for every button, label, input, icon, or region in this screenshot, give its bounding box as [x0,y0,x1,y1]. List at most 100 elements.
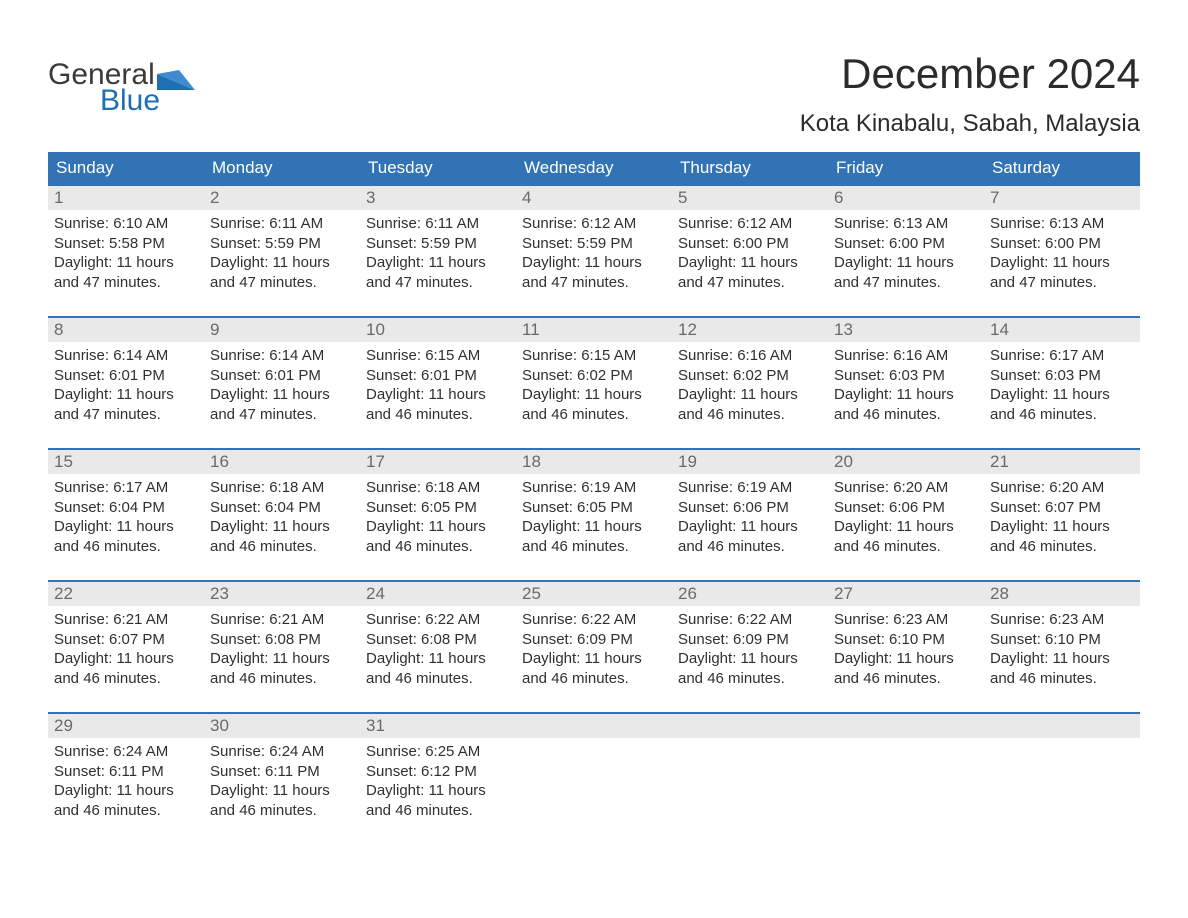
d1-text: Daylight: 11 hours [834,385,978,405]
day-header: Friday [828,152,984,184]
day-cell [672,738,828,822]
sunrise-text: Sunrise: 6:13 AM [990,214,1134,234]
sunrise-text: Sunrise: 6:24 AM [54,742,198,762]
sunset-text: Sunset: 6:11 PM [210,762,354,782]
d2-text: and 46 minutes. [54,537,198,557]
day-cell: Sunrise: 6:21 AMSunset: 6:08 PMDaylight:… [204,606,360,690]
day-cell [828,738,984,822]
day-number: 1 [48,186,204,210]
d2-text: and 47 minutes. [522,273,666,293]
day-cell: Sunrise: 6:12 AMSunset: 6:00 PMDaylight:… [672,210,828,294]
day-number: 22 [48,582,204,606]
day-number: 4 [516,186,672,210]
day-number: 15 [48,450,204,474]
day-cell: Sunrise: 6:13 AMSunset: 6:00 PMDaylight:… [984,210,1140,294]
sunrise-text: Sunrise: 6:20 AM [834,478,978,498]
day-cell: Sunrise: 6:14 AMSunset: 6:01 PMDaylight:… [204,342,360,426]
day-cell: Sunrise: 6:17 AMSunset: 6:04 PMDaylight:… [48,474,204,558]
day-cell: Sunrise: 6:15 AMSunset: 6:01 PMDaylight:… [360,342,516,426]
sunset-text: Sunset: 6:01 PM [210,366,354,386]
sunset-text: Sunset: 5:59 PM [366,234,510,254]
week-spacer [48,426,1140,448]
day-cell: Sunrise: 6:16 AMSunset: 6:02 PMDaylight:… [672,342,828,426]
sunrise-text: Sunrise: 6:19 AM [678,478,822,498]
d2-text: and 46 minutes. [522,405,666,425]
day-number: 6 [828,186,984,210]
d2-text: and 46 minutes. [834,405,978,425]
sunrise-text: Sunrise: 6:21 AM [210,610,354,630]
sunrise-text: Sunrise: 6:19 AM [522,478,666,498]
d1-text: Daylight: 11 hours [834,253,978,273]
sunrise-text: Sunrise: 6:22 AM [678,610,822,630]
d1-text: Daylight: 11 hours [678,517,822,537]
d1-text: Daylight: 11 hours [522,649,666,669]
sunset-text: Sunset: 6:06 PM [834,498,978,518]
sunrise-text: Sunrise: 6:17 AM [54,478,198,498]
day-cell: Sunrise: 6:15 AMSunset: 6:02 PMDaylight:… [516,342,672,426]
sunrise-text: Sunrise: 6:14 AM [54,346,198,366]
day-cell: Sunrise: 6:20 AMSunset: 6:07 PMDaylight:… [984,474,1140,558]
sunset-text: Sunset: 6:00 PM [990,234,1134,254]
d1-text: Daylight: 11 hours [990,253,1134,273]
sunrise-text: Sunrise: 6:17 AM [990,346,1134,366]
d2-text: and 46 minutes. [990,405,1134,425]
sunset-text: Sunset: 6:10 PM [990,630,1134,650]
day-header: Saturday [984,152,1140,184]
d1-text: Daylight: 11 hours [522,517,666,537]
sunset-text: Sunset: 5:59 PM [210,234,354,254]
d2-text: and 46 minutes. [210,801,354,821]
week-spacer [48,294,1140,316]
day-number: 16 [204,450,360,474]
d1-text: Daylight: 11 hours [366,253,510,273]
sunrise-text: Sunrise: 6:23 AM [834,610,978,630]
d2-text: and 47 minutes. [54,273,198,293]
day-number: 2 [204,186,360,210]
sunrise-text: Sunrise: 6:15 AM [522,346,666,366]
calendar-grid: SundayMondayTuesdayWednesdayThursdayFrid… [48,152,1140,822]
day-number: 25 [516,582,672,606]
sunrise-text: Sunrise: 6:13 AM [834,214,978,234]
d1-text: Daylight: 11 hours [834,649,978,669]
day-cell: Sunrise: 6:11 AMSunset: 5:59 PMDaylight:… [360,210,516,294]
d1-text: Daylight: 11 hours [678,253,822,273]
day-number: 20 [828,450,984,474]
week-spacer [48,558,1140,580]
d1-text: Daylight: 11 hours [366,517,510,537]
d2-text: and 46 minutes. [366,669,510,689]
day-cell: Sunrise: 6:18 AMSunset: 6:04 PMDaylight:… [204,474,360,558]
d1-text: Daylight: 11 hours [210,517,354,537]
day-cell [516,738,672,822]
sunset-text: Sunset: 6:01 PM [54,366,198,386]
d2-text: and 46 minutes. [522,537,666,557]
d1-text: Daylight: 11 hours [678,649,822,669]
sunrise-text: Sunrise: 6:12 AM [522,214,666,234]
day-cell [984,738,1140,822]
sunset-text: Sunset: 6:09 PM [678,630,822,650]
sunset-text: Sunset: 6:00 PM [834,234,978,254]
day-number: 12 [672,318,828,342]
day-cell: Sunrise: 6:25 AMSunset: 6:12 PMDaylight:… [360,738,516,822]
title-block: December 2024 Kota Kinabalu, Sabah, Mala… [800,50,1140,138]
day-number: 24 [360,582,516,606]
header-row: General Blue December 2024 Kota Kinabalu… [48,50,1140,138]
day-header: Thursday [672,152,828,184]
day-cell: Sunrise: 6:22 AMSunset: 6:09 PMDaylight:… [672,606,828,690]
day-number: 28 [984,582,1140,606]
d2-text: and 46 minutes. [834,669,978,689]
day-cell: Sunrise: 6:22 AMSunset: 6:09 PMDaylight:… [516,606,672,690]
sunset-text: Sunset: 5:58 PM [54,234,198,254]
d2-text: and 47 minutes. [834,273,978,293]
day-cell: Sunrise: 6:12 AMSunset: 5:59 PMDaylight:… [516,210,672,294]
day-number: 23 [204,582,360,606]
day-header: Wednesday [516,152,672,184]
d1-text: Daylight: 11 hours [210,253,354,273]
week-spacer [48,690,1140,712]
day-cell: Sunrise: 6:21 AMSunset: 6:07 PMDaylight:… [48,606,204,690]
day-number: 5 [672,186,828,210]
day-number [984,714,1140,738]
sunrise-text: Sunrise: 6:16 AM [678,346,822,366]
day-number: 8 [48,318,204,342]
sunset-text: Sunset: 6:01 PM [366,366,510,386]
d2-text: and 46 minutes. [678,537,822,557]
sunset-text: Sunset: 6:02 PM [678,366,822,386]
